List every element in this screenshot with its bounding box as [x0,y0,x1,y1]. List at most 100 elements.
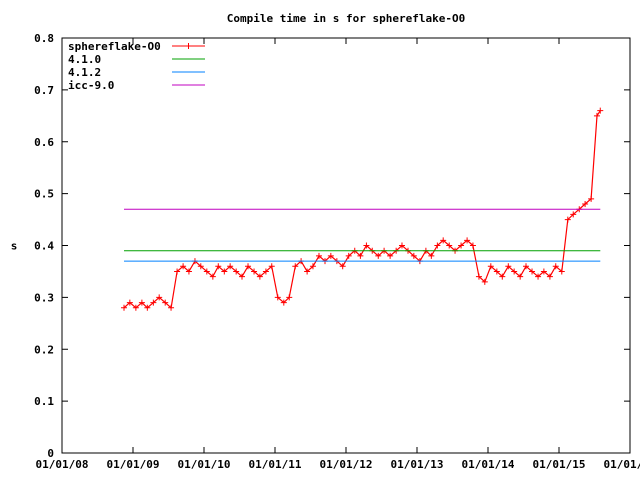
data-point [434,242,441,249]
data-point [523,263,530,270]
data-point [162,299,169,306]
data-point [138,299,145,306]
data-point [464,237,471,244]
y-tick-label: 0.5 [34,188,54,201]
data-point [245,263,252,270]
x-tick-label: 01/01/08 [36,458,89,471]
data-point [529,268,536,275]
data-point [398,242,405,249]
data-point [292,263,299,270]
data-point [156,294,163,301]
data-point [469,242,476,249]
series-layer [121,107,604,311]
data-point [499,273,506,280]
data-point [309,263,316,270]
data-point [493,268,500,275]
data-point [126,299,133,306]
x-tick-label: 01/01/16 [604,458,640,471]
data-point [345,252,352,259]
y-tick-label: 0.8 [34,32,54,45]
x-axis-ticks: 01/01/08 01/01/09 01/01/10 01/01/11 01/01/12… [36,38,640,471]
data-point [274,294,281,301]
data-point [304,268,311,275]
data-point [268,263,275,270]
y-tick-label: 0.2 [34,343,54,356]
y-tick-label: 0.1 [34,395,54,408]
data-point [239,273,246,280]
data-point [375,252,382,259]
data-point [517,273,524,280]
plot-border [61,37,631,454]
data-point [597,107,604,114]
data-point [174,268,181,275]
data-point [185,268,192,275]
data-point [221,268,228,275]
data-point [570,211,577,218]
data-point [582,201,589,207]
y-tick-label: 0.7 [34,84,54,97]
x-tick-label: 01/01/11 [249,458,302,471]
x-tick-label: 01/01/09 [107,458,160,471]
data-point [121,304,128,311]
data-point [233,268,240,275]
data-point [215,263,222,270]
data-point [535,273,542,280]
legend-label: sphereflake-O0 [68,40,161,53]
data-point [339,263,346,270]
data-point [251,268,258,275]
legend-label: icc-9.0 [68,79,114,92]
data-point [227,263,234,270]
data-point [280,299,287,306]
data-point [315,252,322,259]
x-tick-label: 01/01/13 [391,458,444,471]
data-point [410,252,417,259]
plot-frame [61,37,631,454]
data-point [487,263,494,270]
data-point [440,237,447,244]
data-point [446,242,453,249]
data-point [552,263,559,270]
data-point [558,268,565,275]
data-point [144,304,151,311]
x-tick-label: 01/01/12 [320,458,373,471]
data-point [132,304,139,311]
data-point [540,268,547,275]
y-tick-label: 0.3 [34,291,54,304]
y-tick-label: 0.4 [34,240,54,253]
data-point [481,278,488,285]
data-point [203,268,210,275]
x-tick-label: 01/01/10 [178,458,231,471]
x-tick-label: 01/01/15 [533,458,586,471]
data-point [546,273,553,280]
data-point [327,252,334,259]
data-point [588,195,595,202]
data-point [180,263,187,270]
y-tick-label: 0.6 [34,136,54,149]
data-point [197,263,204,270]
data-point [511,268,518,275]
data-point [363,242,370,249]
chart-title: Compile time in s for sphereflake-O0 [227,12,465,25]
data-point [564,216,571,223]
legend-label: 4.1.2 [68,66,101,79]
data-point [505,263,512,270]
y-tick-label: 0 [47,447,54,460]
data-point [209,273,216,280]
data-point [168,304,175,311]
y-axis-ticks: 0 0.1 0.2 0.3 0.4 0.5 0.6 0.7 0.8 [34,32,630,460]
data-point [458,242,465,249]
data-point [387,252,394,259]
legend-marker [185,43,192,49]
data-point [262,268,269,275]
legend-label: 4.1.0 [68,53,101,66]
y-axis-label: s [11,240,18,253]
data-point [593,112,600,119]
x-tick-label: 01/01/14 [462,458,515,471]
data-point [256,273,263,280]
data-point [475,273,482,280]
data-point [428,252,435,259]
data-point [150,299,157,306]
data-point [357,252,364,259]
